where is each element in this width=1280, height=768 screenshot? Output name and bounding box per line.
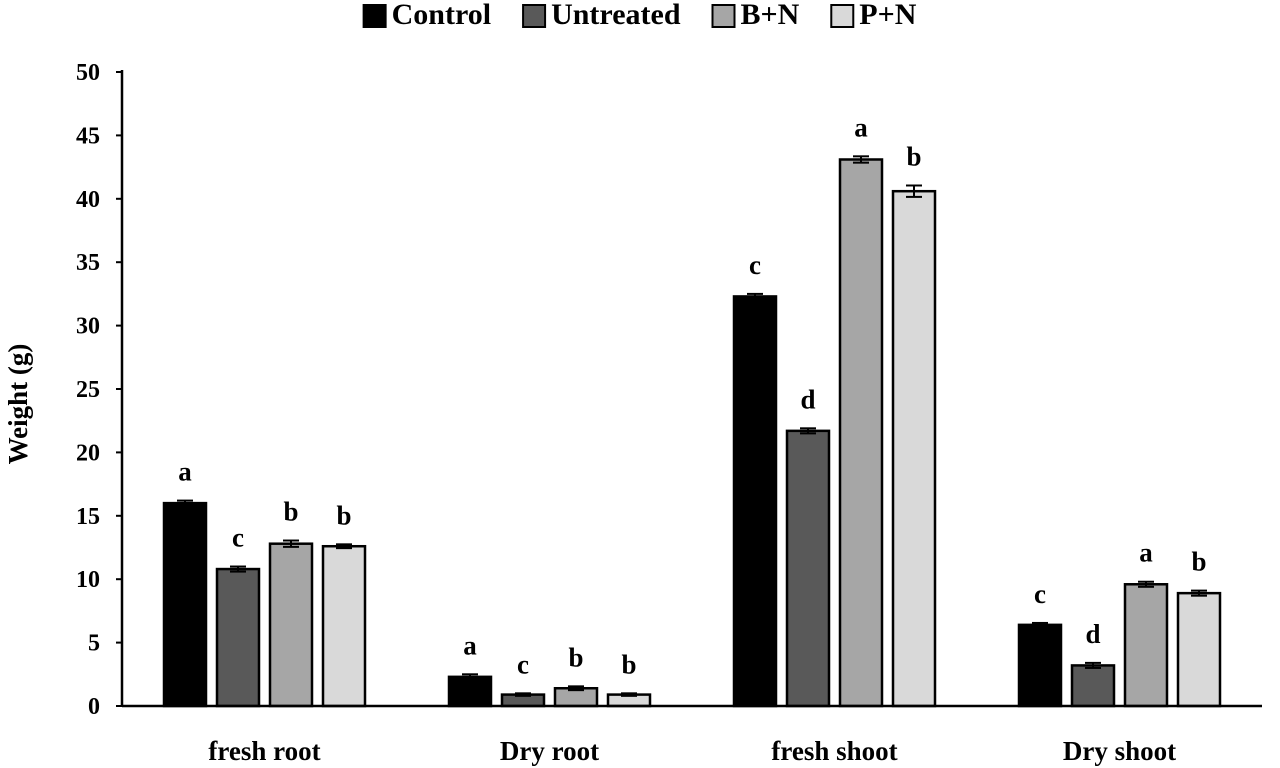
legend-swatch [711,4,736,28]
x-category-label: Dry shoot [1063,736,1176,766]
y-tick-label: 40 [76,187,100,213]
bar [785,429,831,708]
bar [321,544,367,708]
bar [268,542,314,708]
y-tick-label: 10 [76,567,100,593]
significance-letter: b [283,497,298,527]
significance-letter: a [1139,538,1153,568]
bar [891,189,937,708]
bar [838,158,884,708]
y-axis: 0 5 10 15 20 25 30 35 40 45 50 [76,60,124,720]
significance-letter: b [336,500,351,530]
y-tick-label: 35 [76,250,100,276]
significance-letter: b [568,642,583,672]
legend-swatch [830,4,855,28]
x-category-label: fresh root [208,736,320,766]
legend-label: Untreated [551,0,681,31]
bar [1123,583,1169,708]
y-tick-label: 25 [76,377,100,403]
y-tick-label: 30 [76,314,100,340]
significance-letter: b [1191,547,1206,577]
y-tick-label: 50 [76,60,100,86]
significance-letter: c [517,649,529,679]
y-tick-label: 45 [76,123,100,149]
significance-letter: b [906,141,921,171]
bar [732,295,778,708]
legend-label: B+N [741,0,800,31]
significance-letter: a [854,112,868,142]
legend: Control Untreated B+N P+N [362,0,917,31]
bar [1176,591,1222,708]
legend-swatch [362,4,387,28]
x-axis: fresh root Dry root fresh shoot Dry shoot [122,704,1262,766]
bar [447,675,493,708]
legend-swatch [522,4,547,28]
significance-letter: c [1034,579,1046,609]
significance-letter: d [800,384,815,414]
y-tick-label: 0 [88,694,100,720]
significance-letter: a [463,630,477,660]
y-tick-label: 20 [76,440,100,466]
significance-letter: b [621,649,636,679]
significance-letter: a [178,457,192,487]
bar [162,501,208,708]
bar [1017,623,1063,708]
legend-label: P+N [859,0,916,31]
significance-letter: c [232,523,244,553]
y-tick-label: 5 [88,631,100,657]
y-axis-title: Weight (g) [3,344,33,465]
legend-label: Control [392,0,491,31]
bar [215,567,261,708]
x-category-label: fresh shoot [771,736,897,766]
bars: a c b b a c b b c d a b c d a b [162,112,1222,708]
y-tick-label: 15 [76,504,100,530]
significance-letter: d [1085,619,1100,649]
significance-letter: c [749,250,761,280]
bar [1070,664,1116,708]
x-category-label: Dry root [500,736,599,766]
